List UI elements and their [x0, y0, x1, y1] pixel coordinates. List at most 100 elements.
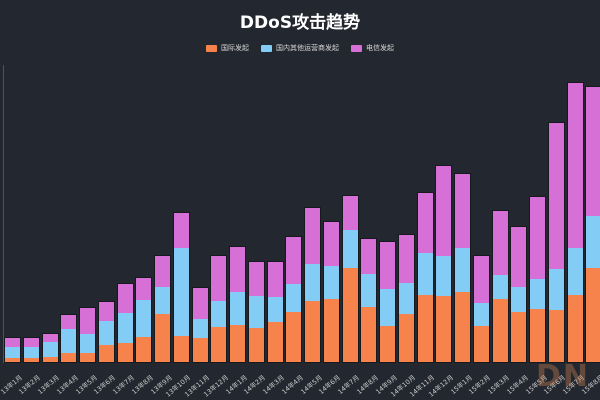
- bar-segment: [530, 309, 545, 362]
- bar-14年3月[interactable]: [267, 262, 283, 362]
- bar-segment: [80, 353, 95, 362]
- bar-segment: [361, 274, 377, 307]
- bar-13年10月[interactable]: [173, 213, 189, 362]
- bar-segment: [567, 295, 583, 362]
- bar-segment: [398, 283, 414, 314]
- bar-segment: [192, 338, 208, 362]
- bar-segment: [230, 292, 245, 325]
- bar-15年6月[interactable]: [548, 123, 564, 362]
- bar-segment: [136, 337, 152, 362]
- bar-segment: [380, 326, 395, 362]
- bar-segment: [61, 353, 77, 362]
- bar-14年6月[interactable]: [323, 222, 339, 362]
- bar-13年5月[interactable]: [80, 308, 95, 362]
- legend-swatch-purple: [351, 44, 362, 52]
- legend-item-telecom[interactable]: 电信发起: [351, 43, 394, 53]
- bar-segment: [173, 336, 189, 362]
- bar-14年10月[interactable]: [398, 235, 414, 362]
- bar-segment: [586, 87, 600, 216]
- bar-13年8月[interactable]: [136, 278, 152, 362]
- bar-13年1月[interactable]: [5, 338, 20, 362]
- bar-segment: [230, 247, 245, 292]
- bar-segment: [436, 296, 452, 362]
- plot-area: [0, 60, 600, 362]
- bar-segment: [173, 213, 189, 248]
- bar-segment: [473, 326, 489, 362]
- legend-label: 国际发起: [221, 44, 249, 52]
- bar-segment: [23, 347, 39, 358]
- bar-segment: [455, 248, 470, 292]
- bar-15年3月[interactable]: [492, 211, 508, 362]
- bar-14年11月[interactable]: [417, 193, 433, 362]
- bar-segment: [323, 266, 339, 299]
- bar-13年6月[interactable]: [98, 302, 114, 362]
- legend-swatch-orange: [206, 44, 217, 52]
- bar-segment: [80, 308, 95, 334]
- bar-segment: [98, 321, 114, 345]
- bar-segment: [5, 347, 20, 358]
- legend: 国际发起 国内其他运营商发起 电信发起: [0, 43, 600, 53]
- bar-segment: [417, 193, 433, 253]
- bar-15年8月[interactable]: [586, 87, 600, 362]
- bar-segment: [342, 196, 358, 230]
- bar-segment: [23, 358, 39, 362]
- bar-segment: [117, 313, 133, 343]
- bar-segment: [342, 268, 358, 362]
- bar-15年1月[interactable]: [455, 174, 470, 362]
- bar-segment: [136, 300, 152, 337]
- bar-15年5月[interactable]: [530, 197, 545, 362]
- bar-segment: [380, 242, 395, 289]
- bar-14年9月[interactable]: [380, 242, 395, 362]
- bar-14年5月[interactable]: [305, 208, 320, 362]
- legend-item-domestic-other[interactable]: 国内其他运营商发起: [261, 43, 339, 53]
- bar-13年7月[interactable]: [117, 284, 133, 362]
- bar-15年7月[interactable]: [567, 83, 583, 362]
- bar-segment: [98, 302, 114, 321]
- bar-segment: [473, 256, 489, 303]
- bar-segment: [23, 338, 39, 347]
- bar-segment: [80, 334, 95, 353]
- bar-segment: [286, 284, 302, 312]
- watermark: DN: [535, 359, 590, 394]
- chart-title: DDoS攻击趋势: [239, 13, 361, 33]
- bar-13年2月[interactable]: [23, 338, 39, 362]
- bar-13年12月[interactable]: [211, 256, 227, 362]
- bar-segment: [61, 329, 77, 353]
- bar-14年8月[interactable]: [361, 239, 377, 362]
- bar-segment: [436, 166, 452, 256]
- bar-segment: [117, 343, 133, 362]
- bar-segment: [155, 287, 170, 314]
- y-axis-line: [3, 65, 4, 363]
- bar-14年4月[interactable]: [286, 237, 302, 362]
- bar-segment: [42, 334, 58, 342]
- bar-segment: [248, 262, 264, 296]
- legend-label: 国内其他运营商发起: [276, 44, 339, 52]
- bar-segment: [323, 222, 339, 266]
- bar-13年9月[interactable]: [155, 256, 170, 362]
- bar-segment: [5, 358, 20, 362]
- bar-segment: [155, 256, 170, 287]
- bar-15年2月[interactable]: [473, 256, 489, 362]
- bar-segment: [492, 211, 508, 275]
- bar-14年7月[interactable]: [342, 196, 358, 362]
- bar-14年2月[interactable]: [248, 262, 264, 362]
- bar-13年4月[interactable]: [61, 315, 77, 362]
- bar-segment: [398, 235, 414, 283]
- bar-segment: [455, 292, 470, 362]
- bar-segment: [511, 312, 527, 362]
- bar-13年3月[interactable]: [42, 334, 58, 362]
- legend-item-international[interactable]: 国际发起: [206, 43, 249, 53]
- bar-segment: [361, 239, 377, 274]
- bar-segment: [136, 278, 152, 300]
- bar-segment: [436, 256, 452, 296]
- bar-14年1月[interactable]: [230, 247, 245, 362]
- bar-segment: [230, 325, 245, 362]
- bar-segment: [305, 264, 320, 301]
- bar-15年4月[interactable]: [511, 227, 527, 362]
- bar-segment: [473, 303, 489, 326]
- bar-segment: [248, 296, 264, 328]
- bar-13年11月[interactable]: [192, 288, 208, 362]
- bar-segment: [42, 342, 58, 357]
- bar-14年12月[interactable]: [436, 166, 452, 362]
- bar-segment: [173, 248, 189, 336]
